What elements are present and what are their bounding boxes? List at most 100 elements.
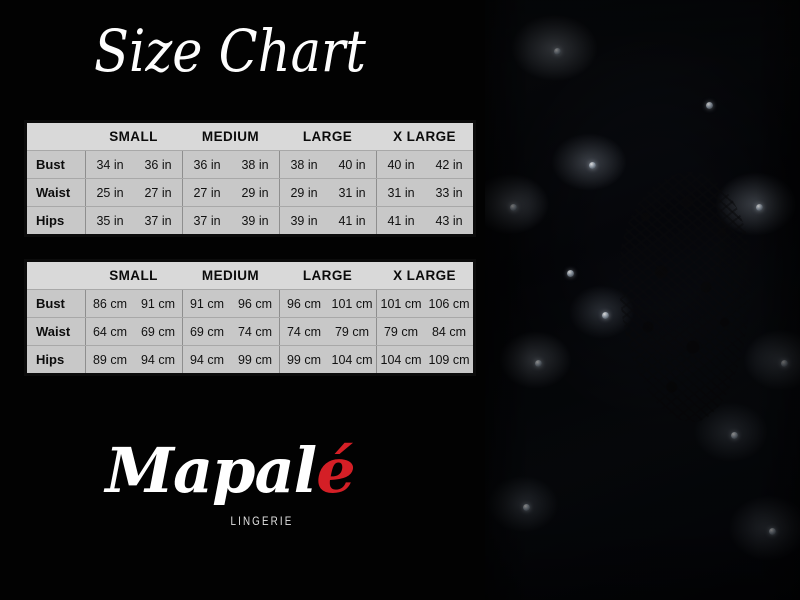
measurement-group: 36 in 38 in bbox=[182, 151, 279, 178]
brand-tagline: LINGERIE bbox=[230, 514, 294, 528]
row-label-hips: Hips bbox=[27, 346, 85, 373]
column-header-label: X LARGE bbox=[393, 268, 456, 283]
measurement-cell: 74 cm bbox=[237, 324, 273, 339]
measurement-cell: 106 cm bbox=[428, 296, 470, 311]
column-header-label: SMALL bbox=[109, 129, 158, 144]
measurement-cell: 79 cm bbox=[383, 324, 419, 339]
measurement-group: 86 cm 91 cm bbox=[85, 290, 182, 317]
row-label-hips: Hips bbox=[27, 207, 85, 234]
measurement-group: 74 cm 79 cm bbox=[279, 318, 376, 345]
measurement-cell: 36 in bbox=[144, 157, 172, 172]
brand-name: Mapalé bbox=[0, 438, 460, 503]
measurement-group: 41 in 43 in bbox=[376, 207, 473, 234]
measurement-group: 89 cm 94 cm bbox=[85, 346, 182, 373]
measurement-cell: 34 in bbox=[96, 157, 124, 172]
measurement-cell: 31 in bbox=[338, 185, 366, 200]
column-header-small: SMALL bbox=[85, 123, 182, 150]
measurement-cell: 41 in bbox=[387, 213, 415, 228]
column-header-medium: MEDIUM bbox=[182, 123, 279, 150]
measurement-group: 104 cm 109 cm bbox=[376, 346, 473, 373]
column-header-large: LARGE bbox=[279, 262, 376, 289]
measurement-cell: 86 cm bbox=[92, 296, 128, 311]
measurement-cell: 94 cm bbox=[189, 352, 225, 367]
measurement-cell: 35 in bbox=[96, 213, 124, 228]
left-content-panel: Size Chart SMALL MEDIUM LARGE X LARGE Bust 34… bbox=[0, 17, 476, 558]
measurement-cell: 40 in bbox=[387, 157, 415, 172]
row-label-bust: Bust bbox=[27, 290, 85, 317]
column-header-small: SMALL bbox=[85, 262, 182, 289]
measurement-cell: 27 in bbox=[193, 185, 221, 200]
table-header-row: SMALL MEDIUM LARGE X LARGE bbox=[27, 262, 473, 289]
measurement-cell: 99 cm bbox=[237, 352, 273, 367]
measurement-cell: 42 in bbox=[435, 157, 463, 172]
measurement-cell: 33 in bbox=[435, 185, 463, 200]
measurement-group: 35 in 37 in bbox=[85, 207, 182, 234]
column-header-x-large: X LARGE bbox=[376, 123, 473, 150]
column-header-label: MEDIUM bbox=[201, 129, 260, 144]
row-label-header bbox=[27, 262, 85, 289]
measurement-cell: 69 cm bbox=[189, 324, 225, 339]
measurement-group: 27 in 29 in bbox=[182, 179, 279, 206]
measurement-cell: 69 cm bbox=[140, 324, 176, 339]
measurement-cell: 84 cm bbox=[431, 324, 467, 339]
brand-logo: Mapalé LINGERIE bbox=[0, 438, 460, 558]
measurement-cell: 101 cm bbox=[331, 296, 373, 311]
measurement-group: 39 in 41 in bbox=[279, 207, 376, 234]
measurement-cell: 64 cm bbox=[92, 324, 128, 339]
measurement-group: 99 cm 104 cm bbox=[279, 346, 376, 373]
measurement-cell: 109 cm bbox=[428, 352, 470, 367]
measurement-group: 69 cm 74 cm bbox=[182, 318, 279, 345]
measurement-cell: 94 cm bbox=[140, 352, 176, 367]
measurement-cell: 39 in bbox=[290, 213, 318, 228]
measurement-cell: 91 cm bbox=[189, 296, 225, 311]
table-row: Hips 35 in 37 in 37 in 39 in 39 in 41 in 41 in 4… bbox=[27, 206, 473, 234]
measurement-group: 64 cm 69 cm bbox=[85, 318, 182, 345]
size-table-inches: SMALL MEDIUM LARGE X LARGE Bust 34 in 36 in 36 … bbox=[24, 120, 476, 237]
size-table-centimeters: SMALL MEDIUM LARGE X LARGE Bust 86 cm 91 cm 91 … bbox=[24, 259, 476, 376]
measurement-cell: 99 cm bbox=[286, 352, 322, 367]
table-row: Bust 86 cm 91 cm 91 cm 96 cm 96 cm 101 cm 101 c… bbox=[27, 289, 473, 317]
measurement-group: 94 cm 99 cm bbox=[182, 346, 279, 373]
column-header-label: X LARGE bbox=[393, 129, 456, 144]
measurement-group: 25 in 27 in bbox=[85, 179, 182, 206]
measurement-cell: 31 in bbox=[387, 185, 415, 200]
measurement-cell: 96 cm bbox=[286, 296, 322, 311]
measurement-group: 40 in 42 in bbox=[376, 151, 473, 178]
column-header-medium: MEDIUM bbox=[182, 262, 279, 289]
column-header-label: MEDIUM bbox=[201, 268, 260, 283]
measurement-cell: 37 in bbox=[193, 213, 221, 228]
measurement-group: 31 in 33 in bbox=[376, 179, 473, 206]
measurement-cell: 39 in bbox=[241, 213, 269, 228]
table-row: Waist 64 cm 69 cm 69 cm 74 cm 74 cm 79 cm 79 cm… bbox=[27, 317, 473, 345]
measurement-cell: 104 cm bbox=[331, 352, 373, 367]
table-row: Waist 25 in 27 in 27 in 29 in 29 in 31 in 31 in… bbox=[27, 178, 473, 206]
measurement-group: 37 in 39 in bbox=[182, 207, 279, 234]
measurement-cell: 91 cm bbox=[140, 296, 176, 311]
measurement-cell: 40 in bbox=[338, 157, 366, 172]
measurement-cell: 41 in bbox=[338, 213, 366, 228]
measurement-cell: 101 cm bbox=[380, 296, 422, 311]
measurement-cell: 37 in bbox=[144, 213, 172, 228]
measurement-cell: 29 in bbox=[290, 185, 318, 200]
measurement-cell: 29 in bbox=[241, 185, 269, 200]
measurement-cell: 74 cm bbox=[286, 324, 322, 339]
measurement-cell: 27 in bbox=[144, 185, 172, 200]
column-header-x-large: X LARGE bbox=[376, 262, 473, 289]
table-header-row: SMALL MEDIUM LARGE X LARGE bbox=[27, 123, 473, 150]
measurement-cell: 25 in bbox=[96, 185, 124, 200]
row-label-waist: Waist bbox=[27, 179, 85, 206]
row-label-waist: Waist bbox=[27, 318, 85, 345]
column-header-label: LARGE bbox=[302, 268, 353, 283]
measurement-group: 91 cm 96 cm bbox=[182, 290, 279, 317]
column-header-label: LARGE bbox=[302, 129, 353, 144]
measurement-cell: 79 cm bbox=[334, 324, 370, 339]
brand-name-main: Mapal bbox=[105, 434, 317, 507]
measurement-group: 96 cm 101 cm bbox=[279, 290, 376, 317]
model-photo bbox=[485, 0, 800, 600]
measurement-cell: 38 in bbox=[290, 157, 318, 172]
measurement-cell: 36 in bbox=[193, 157, 221, 172]
measurement-group: 38 in 40 in bbox=[279, 151, 376, 178]
measurement-cell: 43 in bbox=[435, 213, 463, 228]
page-title: Size Chart bbox=[94, 17, 366, 85]
